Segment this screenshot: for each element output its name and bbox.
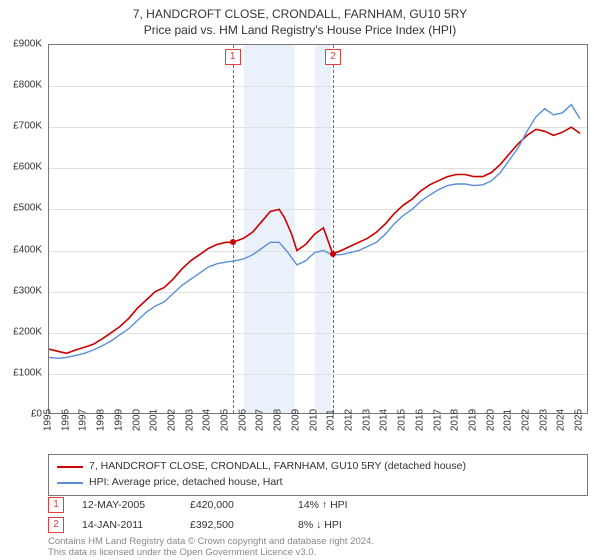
series-line (49, 127, 580, 353)
y-tick-label: £600K (0, 162, 42, 173)
x-tick-label: 2009 (290, 409, 301, 431)
sales-table: 1 12-MAY-2005 £420,000 14% ↑ HPI 2 14-JA… (48, 495, 588, 535)
x-tick-label: 2006 (237, 409, 248, 431)
x-tick-label: 2018 (450, 409, 461, 431)
legend-row-property: 7, HANDCROFT CLOSE, CRONDALL, FARNHAM, G… (57, 459, 579, 475)
x-tick-label: 2003 (184, 409, 195, 431)
x-tick-label: 2023 (538, 409, 549, 431)
x-tick-label: 2013 (361, 409, 372, 431)
y-tick-label: £500K (0, 203, 42, 214)
title-line-1: 7, HANDCROFT CLOSE, CRONDALL, FARNHAM, G… (0, 6, 600, 22)
y-tick-label: £700K (0, 121, 42, 132)
series-line (49, 105, 580, 359)
x-tick-label: 2008 (273, 409, 284, 431)
sale-marker-line (233, 45, 234, 413)
sales-row: 2 14-JAN-2011 £392,500 8% ↓ HPI (48, 515, 588, 535)
legend: 7, HANDCROFT CLOSE, CRONDALL, FARNHAM, G… (48, 454, 588, 496)
x-tick-label: 2016 (414, 409, 425, 431)
x-tick-label: 2004 (202, 409, 213, 431)
x-tick-label: 2019 (467, 409, 478, 431)
y-tick-label: £400K (0, 244, 42, 255)
sale-date: 14-JAN-2011 (82, 519, 172, 531)
x-tick-label: 2002 (166, 409, 177, 431)
y-tick-label: £0 (0, 409, 42, 420)
y-tick-label: £200K (0, 326, 42, 337)
x-tick-label: 2012 (343, 409, 354, 431)
x-tick-label: 2022 (521, 409, 532, 431)
sale-marker-badge: 2 (325, 49, 341, 65)
x-tick-label: 1999 (113, 409, 124, 431)
footer-line-2: This data is licensed under the Open Gov… (48, 548, 374, 559)
x-tick-label: 2015 (397, 409, 408, 431)
footer-note: Contains HM Land Registry data © Crown c… (48, 537, 374, 559)
x-tick-label: 2010 (308, 409, 319, 431)
sale-marker-dot (330, 251, 336, 257)
sale-marker-dot (230, 239, 236, 245)
legend-swatch-hpi (57, 482, 83, 484)
x-tick-label: 2011 (326, 409, 337, 431)
plot-area: 12 (48, 44, 588, 414)
x-tick-label: 1996 (60, 409, 71, 431)
legend-label-property: 7, HANDCROFT CLOSE, CRONDALL, FARNHAM, G… (89, 459, 466, 475)
sales-row: 1 12-MAY-2005 £420,000 14% ↑ HPI (48, 495, 588, 515)
sale-marker-badge: 1 (225, 49, 241, 65)
x-tick-label: 1995 (43, 409, 54, 431)
legend-row-hpi: HPI: Average price, detached house, Hart (57, 475, 579, 491)
x-tick-label: 2005 (220, 409, 231, 431)
title-line-2: Price paid vs. HM Land Registry's House … (0, 22, 600, 38)
legend-swatch-property (57, 466, 83, 468)
y-tick-label: £300K (0, 285, 42, 296)
x-tick-label: 2017 (432, 409, 443, 431)
chart-area: 12 £0£100K£200K£300K£400K£500K£600K£700K… (48, 44, 588, 414)
x-tick-label: 2014 (379, 409, 390, 431)
sale-marker-line (333, 45, 334, 413)
sale-delta: 14% ↑ HPI (298, 499, 388, 511)
x-tick-label: 2007 (255, 409, 266, 431)
legend-label-hpi: HPI: Average price, detached house, Hart (89, 475, 283, 491)
x-tick-label: 2025 (574, 409, 585, 431)
sale-badge-2: 2 (48, 517, 64, 533)
x-tick-label: 2021 (503, 409, 514, 431)
line-layer (49, 45, 589, 415)
sale-delta: 8% ↓ HPI (298, 519, 388, 531)
x-tick-label: 2001 (149, 409, 160, 431)
y-tick-label: £900K (0, 39, 42, 50)
sale-price: £420,000 (190, 499, 280, 511)
x-tick-label: 2024 (556, 409, 567, 431)
chart-title: 7, HANDCROFT CLOSE, CRONDALL, FARNHAM, G… (0, 0, 600, 38)
sale-price: £392,500 (190, 519, 280, 531)
y-tick-label: £100K (0, 367, 42, 378)
x-tick-label: 1997 (78, 409, 89, 431)
x-tick-label: 1998 (96, 409, 107, 431)
x-tick-label: 2020 (485, 409, 496, 431)
x-tick-label: 2000 (131, 409, 142, 431)
sale-badge-1: 1 (48, 497, 64, 513)
sale-date: 12-MAY-2005 (82, 499, 172, 511)
y-tick-label: £800K (0, 80, 42, 91)
